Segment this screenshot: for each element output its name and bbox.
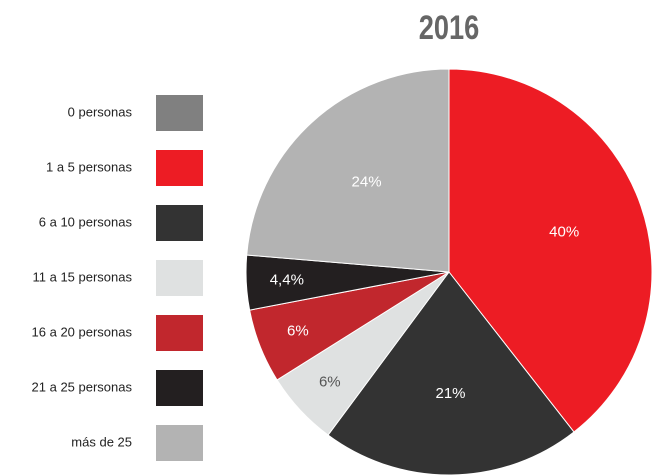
data-label: 24% <box>352 173 382 190</box>
pie-slice <box>327 271 575 476</box>
legend-swatch <box>156 315 203 351</box>
legend-label: 16 a 20 personas <box>32 324 133 339</box>
data-label: 40% <box>549 223 579 240</box>
legend-label: 21 a 25 personas <box>32 379 133 394</box>
legend-label: 1 a 5 personas <box>46 159 133 174</box>
legend-label: 0 personas <box>68 104 133 119</box>
legend-swatch <box>156 150 203 186</box>
legend-swatch <box>156 205 203 241</box>
data-label: 6% <box>319 373 341 390</box>
legend-label: más de 25 <box>71 434 132 449</box>
legend-swatch <box>156 260 203 296</box>
pie-slice <box>246 68 450 273</box>
data-label: 4,4% <box>270 272 304 289</box>
legend-swatch <box>156 95 203 131</box>
chart-title: 2016 <box>419 8 479 47</box>
legend-swatch <box>156 425 203 461</box>
legend-label: 6 a 10 personas <box>39 214 133 229</box>
data-label: 6% <box>287 322 309 339</box>
data-label: 21% <box>435 385 465 402</box>
legend-label: 11 a 15 personas <box>33 269 133 284</box>
legend-swatch <box>156 370 203 406</box>
pie-slice <box>448 68 653 433</box>
